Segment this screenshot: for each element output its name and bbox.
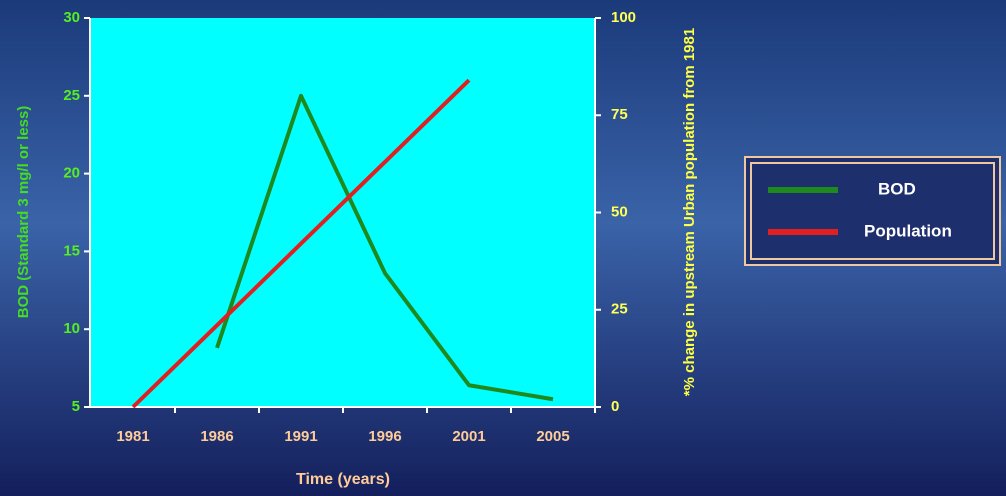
x-tick-label: 1996 xyxy=(368,428,401,445)
legend-label: BOD xyxy=(878,179,916,198)
y-tick-label: 15 xyxy=(63,242,80,259)
legend-label: Population xyxy=(864,221,952,240)
legend xyxy=(745,157,1000,265)
y-tick-label: 25 xyxy=(63,87,80,104)
y-tick-label: 10 xyxy=(63,320,80,337)
x-tick-label: 2001 xyxy=(452,428,485,445)
y2-tick-label: 25 xyxy=(611,301,628,318)
y-axis-title: BOD (Standard 3 mg/l or less) xyxy=(15,106,32,319)
x-axis-title: Time (years) xyxy=(296,471,390,488)
x-tick-label: 2005 xyxy=(536,428,569,445)
y2-tick-label: 75 xyxy=(611,106,628,123)
y-tick-label: 30 xyxy=(63,9,80,26)
chart: Time (years) BOD (Standard 3 mg/l or les… xyxy=(0,0,1006,496)
y2-tick-label: 50 xyxy=(611,203,628,220)
y2-tick-label: 100 xyxy=(611,9,636,26)
plot-area xyxy=(90,18,595,407)
x-tick-label: 1986 xyxy=(200,428,233,445)
y-tick-label: 20 xyxy=(63,165,80,182)
y-tick-label: 5 xyxy=(72,398,80,415)
page: {"chart_data": {"type": "line", "categor… xyxy=(0,0,1006,496)
x-tick-label: 1991 xyxy=(284,428,317,445)
x-tick-label: 1981 xyxy=(116,428,149,445)
y2-tick-label: 0 xyxy=(611,398,619,415)
y2-axis-title: *% change in upstream Urban population f… xyxy=(681,28,698,396)
